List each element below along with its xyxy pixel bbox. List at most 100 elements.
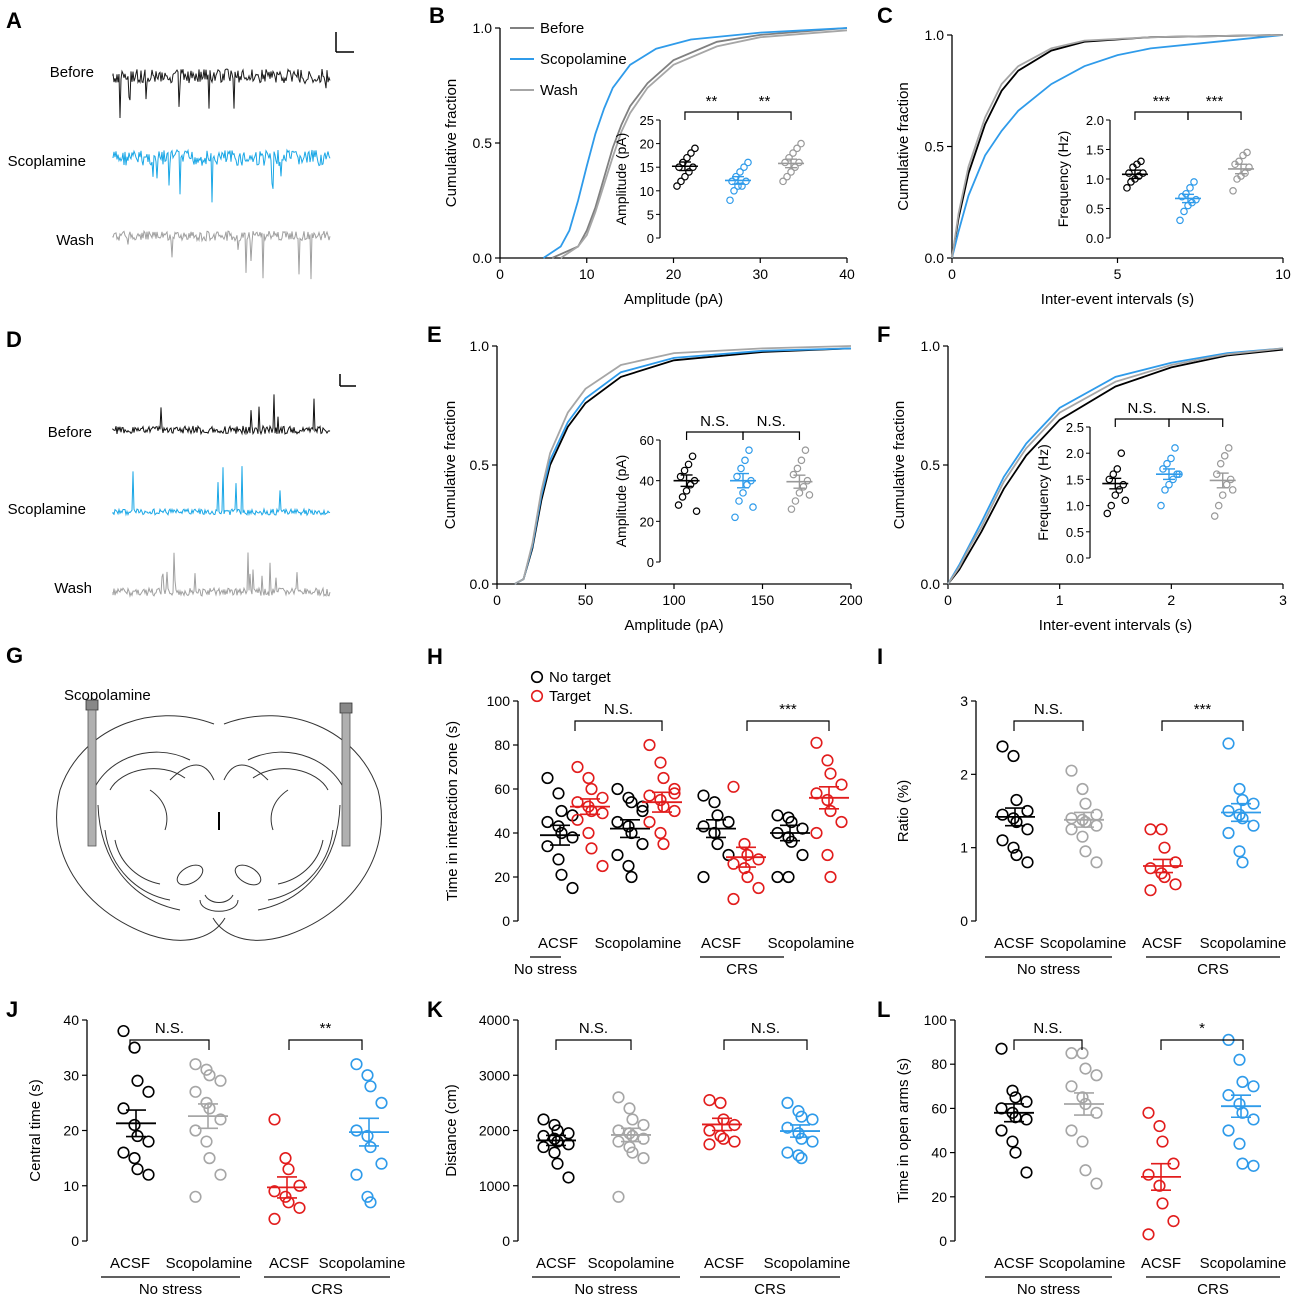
y-tick-label: 1 xyxy=(960,840,968,856)
y-tick-label: 4000 xyxy=(479,1012,510,1028)
data-point xyxy=(824,870,837,884)
inset-point xyxy=(1214,501,1223,510)
data-point xyxy=(1020,1095,1033,1108)
y-tick-label: 100 xyxy=(924,1012,948,1028)
series-line-wash xyxy=(947,347,1284,585)
y-tick-label: 40 xyxy=(494,825,510,841)
cannula-left-icon xyxy=(85,699,99,847)
group-label: CRS xyxy=(311,1281,343,1298)
data-point xyxy=(1007,841,1020,854)
legend-label: Target xyxy=(549,688,592,705)
inset-point xyxy=(1224,444,1233,452)
y-tick-label: 20 xyxy=(494,869,510,885)
inset-point xyxy=(1228,486,1237,494)
y-tick-label: 3 xyxy=(960,693,968,709)
inset-point xyxy=(1186,184,1194,192)
data-point xyxy=(566,881,579,895)
sig-bracket xyxy=(1187,111,1242,120)
panel-letter-k: K xyxy=(427,997,443,1022)
data-point xyxy=(806,1135,819,1148)
group-label: No stress xyxy=(1017,1281,1080,1298)
data-point xyxy=(741,870,754,884)
data-point xyxy=(996,834,1009,847)
inset-point xyxy=(691,144,699,153)
x-axis-label: Inter-event intervals (s) xyxy=(1039,617,1192,634)
trace-before-a xyxy=(112,68,331,119)
data-point xyxy=(741,848,754,862)
data-point xyxy=(596,807,609,820)
y-tick-label: 0 xyxy=(960,913,968,929)
data-point xyxy=(626,1146,639,1159)
data-point xyxy=(142,1135,155,1148)
data-point xyxy=(541,771,554,785)
sig-label: N.S. xyxy=(1181,400,1210,417)
data-point xyxy=(1156,1197,1169,1210)
chart-h: H 0 20 40 60 80 100 Time in interaction zone (s… xyxy=(427,644,854,978)
sig-bracket xyxy=(1013,1039,1083,1050)
inset-y-tick-label: 20 xyxy=(640,137,654,152)
data-point xyxy=(1233,782,1246,796)
x-axis-label: Inter-event intervals (s) xyxy=(1041,291,1194,308)
inset-point xyxy=(795,489,804,497)
series-line-wash xyxy=(951,34,1284,259)
y-tick-label: 2 xyxy=(960,766,968,782)
data-point xyxy=(189,1058,202,1071)
inset-point xyxy=(785,153,793,162)
data-point xyxy=(722,848,735,862)
data-point xyxy=(611,815,624,829)
data-point xyxy=(1065,764,1078,777)
inset-point xyxy=(730,187,738,195)
data-point xyxy=(1090,819,1103,832)
series-line-scopolamine xyxy=(542,27,848,259)
inset-point xyxy=(1123,184,1131,192)
data-point xyxy=(1155,823,1168,836)
data-point xyxy=(1233,1053,1246,1066)
data-point xyxy=(654,826,667,840)
trace-label-scop-d: Scoplamine xyxy=(8,501,86,518)
sig-label: N.S. xyxy=(1128,400,1157,417)
y-axis-label: Distance (cm) xyxy=(443,1084,460,1177)
inset-point xyxy=(787,168,795,176)
data-point xyxy=(792,1149,805,1162)
sig-bracket xyxy=(742,431,801,440)
x-tick-label: 30 xyxy=(752,266,768,282)
sig-bracket xyxy=(1160,1039,1244,1050)
series-line-wash xyxy=(514,345,852,585)
data-point xyxy=(626,1129,639,1143)
inset-y-axis-label: Amplitude (pA) xyxy=(613,455,629,548)
inset-point xyxy=(737,464,745,473)
data-point xyxy=(611,848,624,862)
trace-before-d xyxy=(112,394,331,436)
x-category-label: ACSF xyxy=(536,1255,576,1272)
data-point xyxy=(1233,1137,1246,1150)
inset-point xyxy=(1226,475,1235,484)
y-tick-label: 1.0 xyxy=(921,338,941,354)
x-tick-label: 10 xyxy=(1275,266,1291,282)
data-point xyxy=(795,1152,808,1165)
data-point xyxy=(810,736,823,749)
data-point xyxy=(821,848,834,862)
data-point xyxy=(1007,812,1020,825)
x-axis-label: Amplitude (pA) xyxy=(624,291,723,308)
y-axis-label: Cumulative fraction xyxy=(442,401,459,529)
y-tick-label: 3000 xyxy=(479,1067,510,1083)
inset-point xyxy=(1113,465,1122,473)
data-point xyxy=(824,804,837,818)
data-point xyxy=(375,1096,388,1109)
panel-letter-d: D xyxy=(6,327,22,352)
chart-l: L 0 20 40 60 80 100 Time in open arms (s) ACSF Sc… xyxy=(877,997,1286,1298)
data-point xyxy=(1090,1069,1103,1082)
series-line-wash xyxy=(560,29,848,259)
inset-y-tick-label: 2.0 xyxy=(1086,113,1104,128)
data-point xyxy=(612,1190,625,1203)
inset-point xyxy=(797,139,805,148)
legend-marker xyxy=(530,670,544,684)
sig-label: *** xyxy=(1206,93,1224,110)
inset-point xyxy=(799,482,808,491)
data-point xyxy=(795,1132,808,1145)
y-tick-label: 40 xyxy=(63,1012,79,1028)
data-point xyxy=(795,1110,808,1123)
data-point xyxy=(1247,1080,1260,1093)
sig-label: *** xyxy=(779,701,797,718)
data-point xyxy=(551,1157,564,1170)
